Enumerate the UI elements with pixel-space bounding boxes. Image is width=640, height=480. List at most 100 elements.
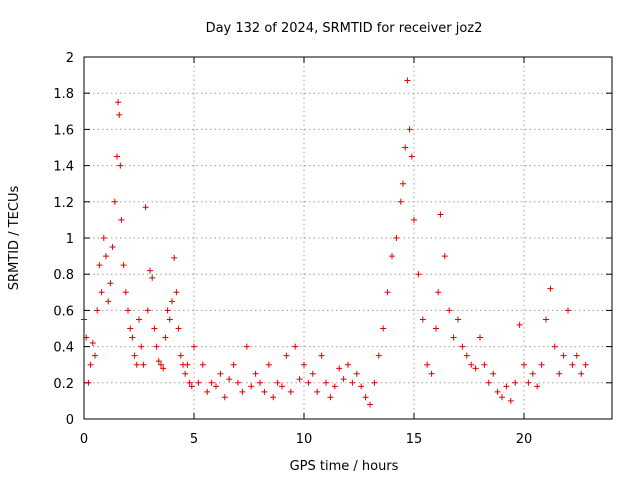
data-point: [199, 361, 206, 368]
data-point: [543, 316, 549, 323]
data-point: [158, 361, 164, 368]
data-point: [305, 379, 312, 386]
data-point: [115, 99, 122, 106]
data-point: [565, 307, 571, 314]
data-point: [96, 262, 103, 269]
y-tick-label: 1: [66, 232, 74, 247]
data-point: [191, 343, 197, 350]
data-point: [204, 388, 211, 395]
data-point: [301, 361, 307, 368]
data-point: [279, 383, 285, 390]
data-point: [274, 379, 281, 386]
data-point: [92, 352, 98, 359]
data-point: [406, 126, 413, 133]
data-point: [226, 376, 233, 383]
data-point: [184, 361, 191, 368]
data-point: [415, 271, 422, 278]
x-axis-label: GPS time / hours: [290, 459, 399, 474]
data-point: [239, 388, 246, 395]
data-point: [188, 383, 195, 390]
data-point: [521, 361, 527, 368]
x-tick-label: 15: [406, 432, 423, 447]
data-point: [270, 394, 277, 401]
x-tick-label: 0: [80, 432, 88, 447]
y-tick-label: 0.6: [53, 304, 74, 319]
y-tick-label: 0.4: [53, 341, 74, 356]
data-point: [494, 388, 501, 395]
data-point: [283, 352, 290, 359]
y-tick-label: 1.6: [53, 123, 74, 138]
data-point: [103, 253, 109, 260]
y-tick-label: 0.8: [53, 268, 74, 283]
data-point: [433, 325, 439, 332]
data-point: [503, 383, 510, 390]
data-point: [153, 343, 160, 350]
data-point: [367, 401, 373, 408]
data-point: [118, 216, 125, 223]
data-point: [116, 111, 123, 118]
data-point: [362, 394, 369, 401]
data-point: [380, 325, 387, 332]
data-point: [133, 361, 140, 368]
data-point: [147, 267, 153, 274]
data-point: [162, 334, 169, 341]
data-point: [87, 361, 94, 368]
data-point: [404, 77, 411, 84]
data-point: [331, 383, 338, 390]
data-point: [144, 307, 151, 314]
data-point: [459, 343, 466, 350]
data-point: [353, 370, 360, 377]
data-point: [455, 316, 461, 323]
data-point: [507, 397, 514, 404]
plot-frame: [83, 56, 613, 420]
data-point: [127, 325, 134, 332]
data-point: [529, 370, 536, 377]
data-point: [384, 289, 391, 296]
data-point: [85, 379, 92, 386]
data-point: [287, 388, 294, 395]
data-point: [573, 352, 580, 359]
data-point: [182, 370, 189, 377]
data-point: [578, 370, 585, 377]
data-point: [292, 343, 299, 350]
data-point: [569, 361, 576, 368]
data-point: [402, 144, 409, 151]
data-point: [411, 216, 417, 223]
data-point: [173, 289, 180, 296]
data-point: [235, 379, 241, 386]
data-point: [560, 352, 567, 359]
data-point: [109, 244, 116, 251]
data-point: [477, 334, 483, 341]
data-point: [149, 274, 156, 281]
grid: [84, 57, 612, 419]
data-point: [261, 388, 268, 395]
data-point: [393, 235, 400, 241]
data-point: [230, 361, 237, 368]
data-point: [437, 211, 444, 218]
data-point: [107, 280, 114, 287]
y-tick-label: 2: [66, 51, 74, 66]
data-point: [171, 254, 178, 261]
data-point: [375, 352, 382, 359]
data-point: [164, 307, 171, 314]
data-point: [94, 307, 101, 314]
data-point: [208, 379, 215, 386]
data-point: [582, 361, 589, 368]
data-point: [345, 361, 351, 368]
data-point: [117, 162, 124, 169]
data-point: [463, 352, 470, 359]
data-point: [450, 334, 457, 341]
data-point: [340, 376, 347, 383]
data-point: [151, 325, 158, 332]
data-point: [481, 361, 488, 368]
data-point: [472, 365, 479, 372]
data-point: [314, 388, 321, 395]
data-point: [131, 352, 138, 359]
y-tick-label: 1.2: [53, 196, 74, 211]
y-axis-label: SRMTID / TECUs: [7, 186, 22, 291]
data-point: [98, 289, 105, 296]
data-point: [257, 379, 263, 386]
data-point: [140, 361, 147, 368]
data-point: [138, 343, 145, 350]
